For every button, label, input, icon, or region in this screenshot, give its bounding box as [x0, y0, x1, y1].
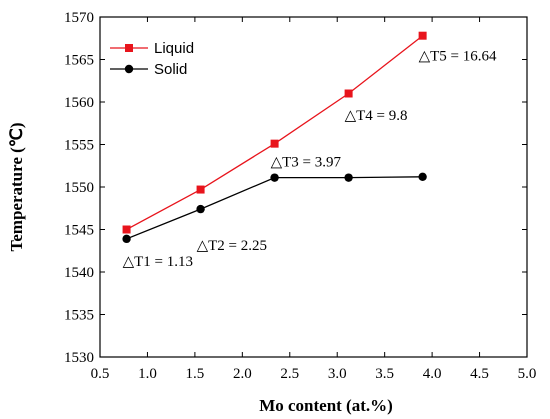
delta-t-annotation: △T4 = 9.8: [345, 108, 408, 124]
y-tick-label: 1560: [64, 95, 94, 111]
delta-t-annotation: △T5 = 16.64: [419, 48, 497, 64]
annotation-layer: △T1 = 1.13△T2 = 2.25 △T3 = 3.97 △T4 = 9.8 △…: [123, 48, 497, 270]
solid-line: [126, 176, 423, 240]
solid-point: [270, 173, 279, 182]
liquid-point: [344, 89, 353, 98]
delta-t-annotation: △T2 = 2.25: [197, 238, 267, 254]
x-tick-label: 1.0: [138, 366, 157, 382]
x-tick-label: 2.0: [233, 366, 252, 382]
x-tick-label: 1.5: [186, 366, 205, 382]
solid-point: [344, 173, 353, 182]
x-tick-label: 5.0: [518, 366, 537, 382]
delta-t-annotation: △T1 = 1.13: [123, 254, 193, 270]
x-axis-title: Mo content (at.%): [259, 396, 393, 415]
solid-point: [196, 204, 205, 214]
legend-liquid-marker: [125, 44, 133, 52]
x-tick-label: 4.5: [470, 366, 489, 382]
y-tick-label: 1555: [64, 138, 94, 154]
x-tick-label: 0.5: [91, 366, 110, 382]
liquid-point: [418, 31, 427, 40]
liquid-point: [270, 139, 279, 148]
solid-point: [122, 234, 131, 244]
x-tick-label: 2.5: [280, 366, 299, 382]
legend: Liquid Solid: [110, 40, 194, 78]
x-tick-label: 4.0: [423, 366, 442, 382]
legend-solid-label: Solid: [154, 61, 187, 78]
y-tick-label: 1550: [64, 180, 94, 196]
y-tick-label: 1535: [64, 308, 94, 324]
y-tick-label: 1540: [64, 265, 94, 281]
solid-point: [418, 172, 427, 181]
legend-liquid-label: Liquid: [154, 40, 194, 57]
y-tick-label: 1530: [64, 350, 94, 366]
x-axis-ticks: 0.5 1.0 1.5 2.0 2.5 3.0 3.5 4.0 4.5 5.0: [91, 17, 537, 382]
liquid-point: [196, 185, 205, 194]
y-tick-label: 1570: [64, 10, 94, 26]
x-tick-label: 3.5: [375, 366, 394, 382]
series-layer: [122, 31, 427, 244]
y-axis-ticks: 1530 1535 1540 1545 1550 1555 1560 1565 1570: [64, 10, 527, 366]
legend-solid-marker: [124, 64, 134, 74]
x-tick-label: 3.0: [328, 366, 347, 382]
y-tick-label: 1545: [64, 223, 94, 239]
y-axis-title: Temperature (℃): [7, 122, 26, 251]
liquid-point: [122, 225, 131, 234]
y-tick-label: 1565: [64, 53, 94, 69]
delta-t-annotation: △T3 = 3.97: [271, 155, 342, 171]
